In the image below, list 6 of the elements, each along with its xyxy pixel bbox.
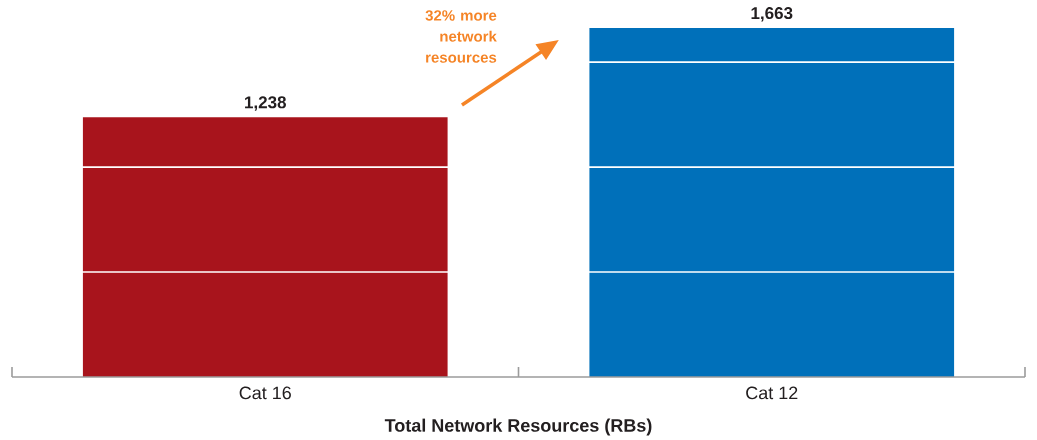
annotation: 32% more network resources [425, 10, 497, 63]
data-label: 1,663 [751, 7, 793, 22]
x-axis-title: Total Network Resources (RBs) [384, 418, 652, 436]
x-tick-label: Cat 12 [746, 386, 798, 400]
data-label: 1,238 [245, 96, 286, 111]
x-tick-label: Cat 16 [239, 386, 291, 400]
